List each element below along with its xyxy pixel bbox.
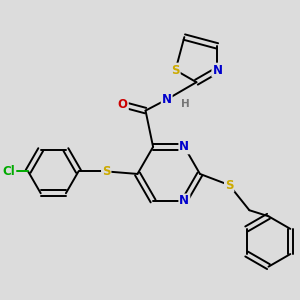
Text: O: O — [118, 98, 128, 111]
Text: S: S — [171, 64, 180, 76]
Text: S: S — [225, 178, 233, 191]
Text: S: S — [102, 165, 110, 178]
Text: N: N — [212, 64, 222, 76]
Text: H: H — [182, 98, 190, 109]
Text: N: N — [179, 140, 189, 153]
Text: N: N — [162, 93, 172, 106]
Text: Cl: Cl — [3, 165, 15, 178]
Text: N: N — [179, 194, 189, 208]
